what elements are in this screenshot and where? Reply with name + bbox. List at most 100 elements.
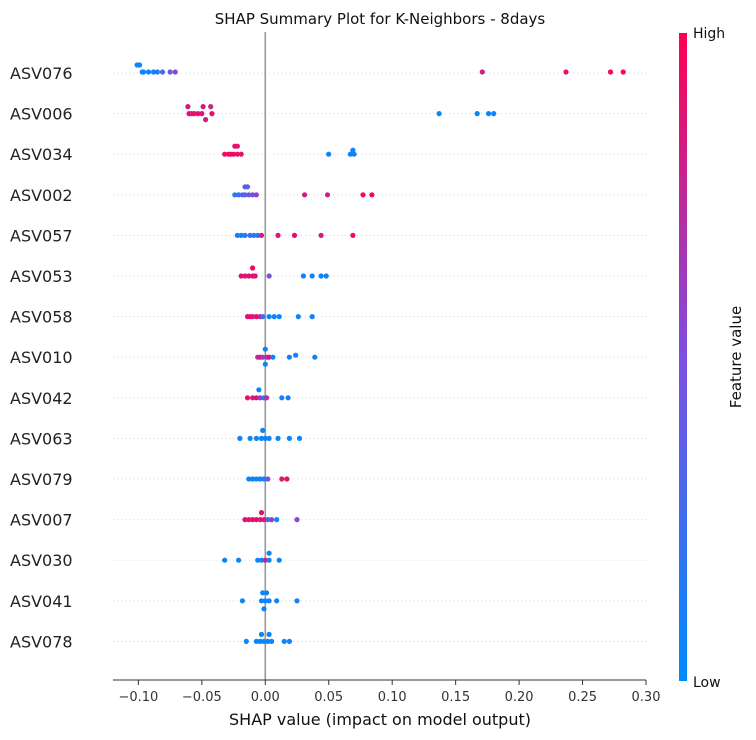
shap-point (369, 192, 375, 198)
shap-point (253, 476, 259, 482)
shap-point (265, 476, 271, 482)
shap-point (222, 151, 228, 157)
shap-point (258, 232, 265, 238)
shap-point (300, 273, 306, 279)
shap-point (140, 69, 147, 75)
shap-point (266, 550, 272, 556)
shap-point (286, 435, 292, 441)
feature-label: ASV063 (10, 429, 73, 448)
shap-point (264, 590, 270, 596)
shap-point (255, 557, 261, 563)
feature-label: ASV076 (10, 64, 73, 83)
shap-point (266, 314, 272, 320)
feature-label: ASV010 (10, 348, 73, 367)
shap-point (261, 638, 267, 645)
shap-point (242, 192, 248, 198)
shap-point (264, 395, 270, 401)
shap-point (242, 232, 248, 238)
feature-label: ASV041 (10, 592, 73, 611)
shap-point (262, 557, 268, 563)
shap-point (257, 395, 263, 401)
shap-point (253, 517, 259, 523)
feature-label: ASV053 (10, 267, 73, 286)
shap-point (295, 314, 301, 320)
shap-point (318, 273, 324, 279)
shap-point (137, 62, 143, 68)
shap-point (347, 151, 353, 157)
shap-point (275, 435, 281, 441)
feature-label: ASV006 (10, 105, 73, 124)
shap-point (238, 232, 244, 238)
feature-rows: ASV076 ASV006 ASV034 ASV002 ASV057 ASV053 ASV0… (10, 64, 646, 651)
shap-point (351, 151, 357, 157)
feature-label: ASV057 (10, 226, 73, 245)
shap-point (246, 517, 252, 523)
shap-point (243, 638, 249, 645)
shap-point (318, 232, 324, 238)
shap-point (262, 346, 268, 352)
shap-point (242, 517, 248, 523)
shap-point (261, 606, 267, 612)
shap-point (279, 476, 285, 482)
shap-point (266, 273, 272, 279)
shap-point (286, 354, 292, 360)
colorbar-low-label: Low (693, 675, 721, 691)
x-tick-label: 0.25 (568, 690, 597, 705)
x-ticks: −0.10 −0.05 0.00 0.05 0.10 0.15 0.20 0.25 0.30 (118, 680, 660, 705)
shap-point (234, 143, 240, 149)
shap-point (151, 69, 157, 75)
x-tick-label: 0.20 (505, 690, 534, 705)
shap-point (258, 435, 265, 441)
shap-point (154, 69, 160, 75)
x-tick-label: −0.05 (182, 690, 222, 705)
shap-point (255, 232, 261, 238)
shap-point (563, 69, 569, 75)
x-tick-label: 0.30 (632, 690, 661, 705)
shap-point (250, 192, 256, 198)
shap-point (253, 395, 259, 401)
points-layer (134, 62, 626, 645)
shap-point (258, 557, 265, 563)
feature-label: ASV042 (10, 389, 73, 408)
shap-point (291, 232, 298, 238)
colorbar-high-label: High (693, 26, 725, 42)
shap-point (209, 111, 215, 117)
shap-point (253, 638, 259, 645)
shap-point (266, 598, 272, 604)
shap-point (350, 147, 356, 153)
shap-point (250, 265, 256, 271)
shap-point (296, 435, 303, 441)
feature-label: ASV078 (10, 632, 73, 651)
shap-point (236, 557, 242, 563)
shap-point (276, 314, 282, 320)
shap-point (167, 69, 173, 75)
shap-point (284, 476, 290, 482)
shap-point (238, 151, 244, 157)
shap-point (246, 273, 252, 279)
x-tick-label: −0.10 (118, 690, 158, 705)
shap-point (326, 151, 332, 157)
shap-point (261, 476, 267, 482)
shap-point (203, 117, 209, 123)
shap-point (246, 192, 252, 198)
shap-point (200, 104, 206, 110)
feature-label: ASV079 (10, 470, 73, 489)
shap-point (607, 69, 614, 75)
shap-point (208, 104, 214, 110)
chart-title: SHAP Summary Plot for K-Neighbors - 8day… (215, 10, 546, 28)
shap-point (257, 517, 263, 523)
shap-point (271, 314, 277, 320)
shap-point (275, 232, 281, 238)
shap-point (279, 395, 285, 401)
shap-point (262, 435, 268, 441)
shap-point (274, 598, 280, 604)
shap-point (258, 509, 265, 516)
shap-point (323, 273, 329, 279)
shap-point (360, 192, 366, 198)
shap-point (145, 69, 152, 75)
shap-point (244, 184, 251, 190)
shap-point (256, 387, 262, 393)
shap-point (252, 273, 258, 279)
shap-point (236, 192, 242, 198)
